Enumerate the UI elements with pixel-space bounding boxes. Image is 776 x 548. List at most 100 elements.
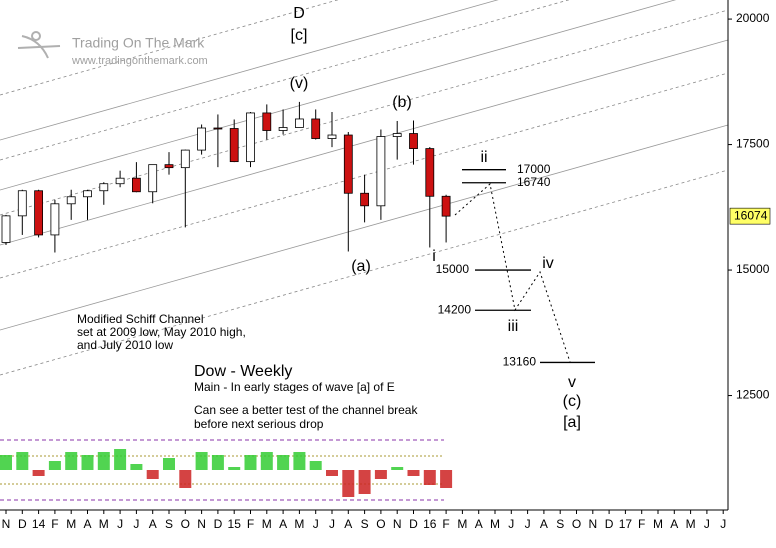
indicator-bar [0, 455, 12, 470]
wave-label: iv [542, 255, 554, 272]
x-tick-label: D [18, 517, 27, 531]
channel-line [0, 0, 570, 161]
indicator-bar [211, 455, 224, 470]
x-tick-label: O [572, 517, 581, 531]
x-tick-label: O [181, 517, 190, 531]
logo-bow [21, 35, 49, 59]
candle-body [278, 127, 288, 131]
x-tick-label: J [508, 517, 514, 531]
x-tick-label: N [588, 517, 597, 531]
candle-body [343, 134, 353, 194]
x-tick-label: J [133, 517, 139, 531]
chart-subtitle: Main - In early stages of wave [a] of E [194, 380, 395, 394]
candle-body [311, 118, 321, 139]
price-tag-box [729, 207, 771, 225]
candle-body [441, 195, 451, 217]
candle-body [409, 133, 418, 149]
logo [17, 31, 61, 59]
x-tick-label: S [361, 517, 369, 531]
x-tick-label: F [51, 517, 58, 531]
x-tick-label: M [262, 517, 272, 531]
x-tick-label: J [313, 517, 319, 531]
x-tick-label: A [475, 517, 483, 531]
candle-body [34, 190, 43, 236]
x-tick-label: A [279, 517, 287, 531]
logo-head [31, 31, 41, 41]
x-tick-label: F [638, 517, 645, 531]
candle-body [294, 118, 304, 128]
x-tick-label: N [197, 517, 206, 531]
candle-body [262, 112, 272, 131]
watermark-title: Trading On The Mark [72, 35, 205, 51]
channel-note: set at 2009 low, May 2010 high, [77, 325, 246, 339]
indicator-bar [16, 452, 29, 470]
indicator-bar [65, 452, 78, 470]
x-tick-label: F [442, 517, 449, 531]
candle-body [197, 127, 207, 151]
candle-body [148, 164, 158, 193]
x-tick-label: S [165, 517, 173, 531]
indicator-bar [407, 470, 420, 476]
x-tick-label: M [294, 517, 304, 531]
note: before next serious drop [194, 417, 324, 431]
indicator-bar [358, 470, 371, 494]
candle-body [229, 128, 239, 163]
wave-label: (c) [563, 393, 582, 410]
x-tick-label: A [670, 517, 678, 531]
wave-label: (b) [392, 94, 412, 111]
indicator-bar [244, 455, 257, 470]
x-tick-label: D [214, 517, 223, 531]
wave-label: [a] [563, 414, 581, 431]
channel-line [0, 0, 499, 141]
y-tick-label: 17500 [736, 137, 770, 151]
watermark-url: www.tradingonthemark.com [71, 55, 208, 67]
x-tick-label: A [149, 517, 157, 531]
indicator-bar [374, 470, 387, 479]
schiff-channel [0, 0, 729, 376]
x-tick-label: J [117, 517, 123, 531]
candle-body [83, 190, 92, 198]
candle-body [115, 177, 125, 185]
indicator-bar [440, 470, 453, 488]
candle-body [131, 177, 141, 193]
wave-label: (v) [290, 75, 309, 92]
x-tick-label: D [409, 517, 418, 531]
wave-label: v [568, 374, 576, 391]
indicator-bar [32, 470, 45, 476]
channel-line [0, 0, 677, 191]
y-tick-label: 20000 [736, 11, 770, 25]
channel-note: Modified Schiff Channel [77, 312, 204, 326]
indicator-bar [114, 449, 127, 470]
indicator-bar [277, 455, 290, 470]
candle-body [327, 134, 337, 139]
indicator-bar [81, 455, 94, 470]
candle-body [1, 215, 11, 243]
wave-label: [c] [291, 27, 308, 44]
x-tick-label: M [66, 517, 76, 531]
x-tick-label: J [329, 517, 335, 531]
level-label: 17000 [517, 162, 551, 176]
x-tick-label: 17 [619, 517, 633, 531]
candle-body [246, 112, 255, 163]
indicator-bar [293, 452, 306, 470]
x-tick-label: M [99, 517, 109, 531]
candle-body [360, 192, 370, 207]
x-tick-label: N [393, 517, 402, 531]
x-tick-label: A [344, 517, 352, 531]
indicator-bar [228, 467, 241, 470]
indicator-bar [391, 467, 404, 470]
y-tick-label: 15000 [736, 262, 770, 276]
x-tick-label: 15 [228, 517, 242, 531]
channel-line [0, 39, 729, 246]
x-tick-label: M [490, 517, 500, 531]
candle-body [50, 203, 60, 236]
x-tick-label: S [556, 517, 564, 531]
indicator-bar [163, 458, 175, 470]
channel-note: and July 2010 low [77, 338, 173, 352]
x-tick-label: 16 [423, 517, 437, 531]
channel-line [0, 72, 729, 279]
x-tick-label: M [653, 517, 663, 531]
